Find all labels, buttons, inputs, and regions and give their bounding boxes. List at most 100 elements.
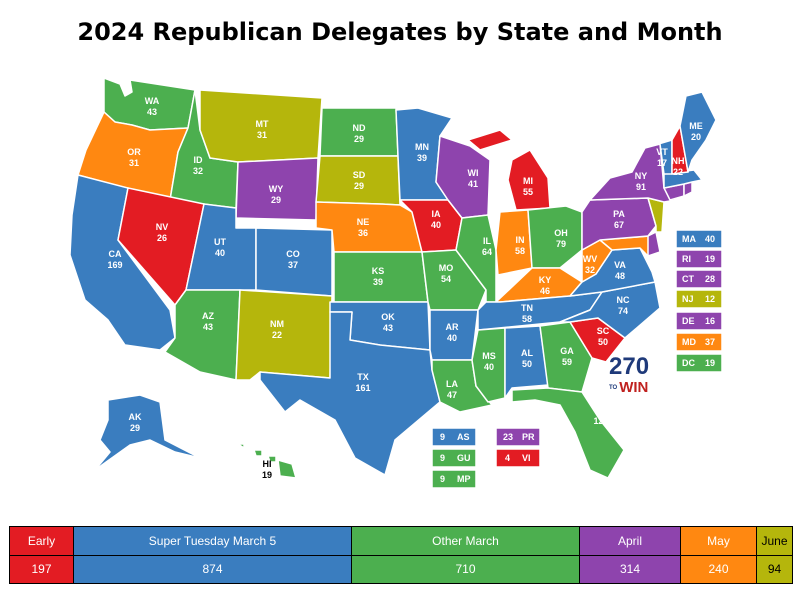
totals-april-value: 314 bbox=[619, 562, 641, 577]
state-me[interactable] bbox=[679, 91, 717, 173]
svg-text:DE: DE bbox=[682, 316, 695, 326]
label-ok: OK 43 bbox=[381, 312, 395, 333]
box-gu[interactable]: 9 GU bbox=[431, 448, 477, 468]
label-ca: CA 169 bbox=[107, 249, 122, 270]
state-vt[interactable] bbox=[654, 139, 673, 175]
label-vt: VT 17 bbox=[656, 147, 668, 168]
label-ut: UT 40 bbox=[214, 237, 226, 258]
label-ak: AK 29 bbox=[129, 412, 142, 433]
label-mi: MI 55 bbox=[523, 176, 533, 197]
box-ri[interactable]: RI 19 bbox=[675, 249, 723, 269]
box-ct[interactable]: CT 28 bbox=[675, 269, 723, 289]
label-hi: HI 19 bbox=[262, 459, 272, 480]
label-mt: MT 31 bbox=[256, 119, 269, 140]
label-mn: MN 39 bbox=[415, 142, 429, 163]
label-az: AZ 43 bbox=[202, 311, 214, 332]
label-in: IN 58 bbox=[515, 235, 525, 256]
state-in[interactable] bbox=[495, 209, 533, 276]
svg-text:28: 28 bbox=[705, 274, 715, 284]
label-nv: NV 26 bbox=[156, 222, 169, 243]
label-id: ID 32 bbox=[193, 155, 203, 176]
box-nj[interactable]: NJ 12 bbox=[675, 289, 723, 309]
box-md[interactable]: MD 37 bbox=[675, 332, 723, 352]
box-pr[interactable]: 23 PR bbox=[495, 427, 541, 447]
svg-text:RI: RI bbox=[682, 254, 691, 264]
270towin-logo: 270 TO WIN bbox=[609, 353, 650, 396]
state-nm[interactable] bbox=[235, 289, 333, 381]
box-de[interactable]: DE 16 bbox=[675, 311, 723, 331]
svg-text:16: 16 bbox=[705, 316, 715, 326]
label-mo: MO 54 bbox=[439, 263, 454, 284]
totals-other-march: Other March 710 bbox=[352, 527, 580, 583]
label-tx: TX 161 bbox=[355, 372, 370, 393]
label-va: VA 48 bbox=[614, 260, 626, 281]
state-az[interactable] bbox=[164, 289, 241, 381]
totals-may: May 240 bbox=[681, 527, 757, 583]
totals-super-tuesday-label: Super Tuesday March 5 bbox=[74, 527, 351, 556]
svg-text:37: 37 bbox=[705, 337, 715, 347]
state-hi[interactable] bbox=[237, 443, 297, 479]
label-il: IL 64 bbox=[482, 236, 492, 257]
state-fl[interactable] bbox=[511, 387, 625, 479]
totals-early-value: 197 bbox=[31, 562, 52, 577]
svg-text:MA: MA bbox=[682, 234, 696, 244]
box-ma[interactable]: MA 40 bbox=[675, 229, 723, 249]
box-dc[interactable]: DC 19 bbox=[675, 353, 723, 373]
box-mp[interactable]: 9 MP bbox=[431, 469, 477, 489]
label-co: CO 37 bbox=[286, 249, 300, 270]
svg-text:12: 12 bbox=[705, 294, 715, 304]
label-ar: AR 40 bbox=[446, 322, 459, 343]
state-ak[interactable] bbox=[94, 394, 201, 471]
state-nc[interactable] bbox=[559, 281, 661, 339]
label-pa: PA 67 bbox=[613, 209, 625, 230]
svg-text:19: 19 bbox=[705, 254, 715, 264]
totals-june-value: 94 bbox=[767, 562, 782, 577]
svg-text:MD: MD bbox=[682, 337, 696, 347]
label-ia: IA 40 bbox=[431, 209, 441, 230]
svg-text:9: 9 bbox=[440, 432, 445, 442]
svg-text:CT: CT bbox=[682, 274, 694, 284]
label-al: AL 50 bbox=[521, 348, 533, 369]
totals-table: Early 197 Super Tuesday March 5 874 Othe… bbox=[9, 526, 793, 584]
label-sd: SD 29 bbox=[353, 170, 366, 191]
label-nm: NM 22 bbox=[270, 319, 284, 340]
label-me: ME 20 bbox=[689, 121, 703, 142]
totals-other-march-label: Other March bbox=[352, 527, 579, 556]
label-ks: KS 39 bbox=[372, 266, 385, 287]
totals-other-march-value: 710 bbox=[455, 562, 476, 577]
label-ky: KY 46 bbox=[539, 275, 552, 296]
totals-may-value: 240 bbox=[708, 562, 729, 577]
svg-text:PR: PR bbox=[522, 432, 535, 442]
label-tn: TN 58 bbox=[521, 303, 533, 324]
svg-text:MP: MP bbox=[457, 474, 471, 484]
svg-text:AS: AS bbox=[457, 432, 470, 442]
totals-super-tuesday: Super Tuesday March 5 874 bbox=[74, 527, 352, 583]
box-vi[interactable]: 4 VI bbox=[495, 448, 541, 468]
totals-june-label: June bbox=[757, 527, 792, 556]
totals-may-label: May bbox=[681, 527, 756, 556]
svg-text:VI: VI bbox=[522, 453, 531, 463]
label-fl: FL 125 bbox=[593, 405, 608, 426]
svg-text:19: 19 bbox=[705, 358, 715, 368]
state-ny[interactable] bbox=[589, 143, 677, 203]
state-al[interactable] bbox=[504, 325, 549, 399]
state-de[interactable] bbox=[647, 231, 661, 257]
svg-text:4: 4 bbox=[505, 453, 510, 463]
totals-april-label: April bbox=[580, 527, 680, 556]
label-nd: ND 29 bbox=[353, 123, 366, 144]
svg-text:40: 40 bbox=[705, 234, 715, 244]
label-or: OR 31 bbox=[127, 147, 141, 168]
label-sc: SC 50 bbox=[597, 326, 610, 347]
label-wy: WY 29 bbox=[269, 184, 284, 205]
label-la: LA 47 bbox=[446, 379, 458, 400]
label-wi: WI 41 bbox=[468, 168, 479, 189]
totals-june: June 94 bbox=[757, 527, 792, 583]
label-ms: MS 40 bbox=[482, 351, 496, 372]
label-ga: GA 59 bbox=[560, 346, 574, 367]
svg-text:9: 9 bbox=[440, 453, 445, 463]
label-wa: WA 43 bbox=[145, 96, 160, 117]
state-tx[interactable] bbox=[259, 311, 441, 476]
svg-text:GU: GU bbox=[457, 453, 471, 463]
box-as[interactable]: 9 AS bbox=[431, 427, 477, 447]
